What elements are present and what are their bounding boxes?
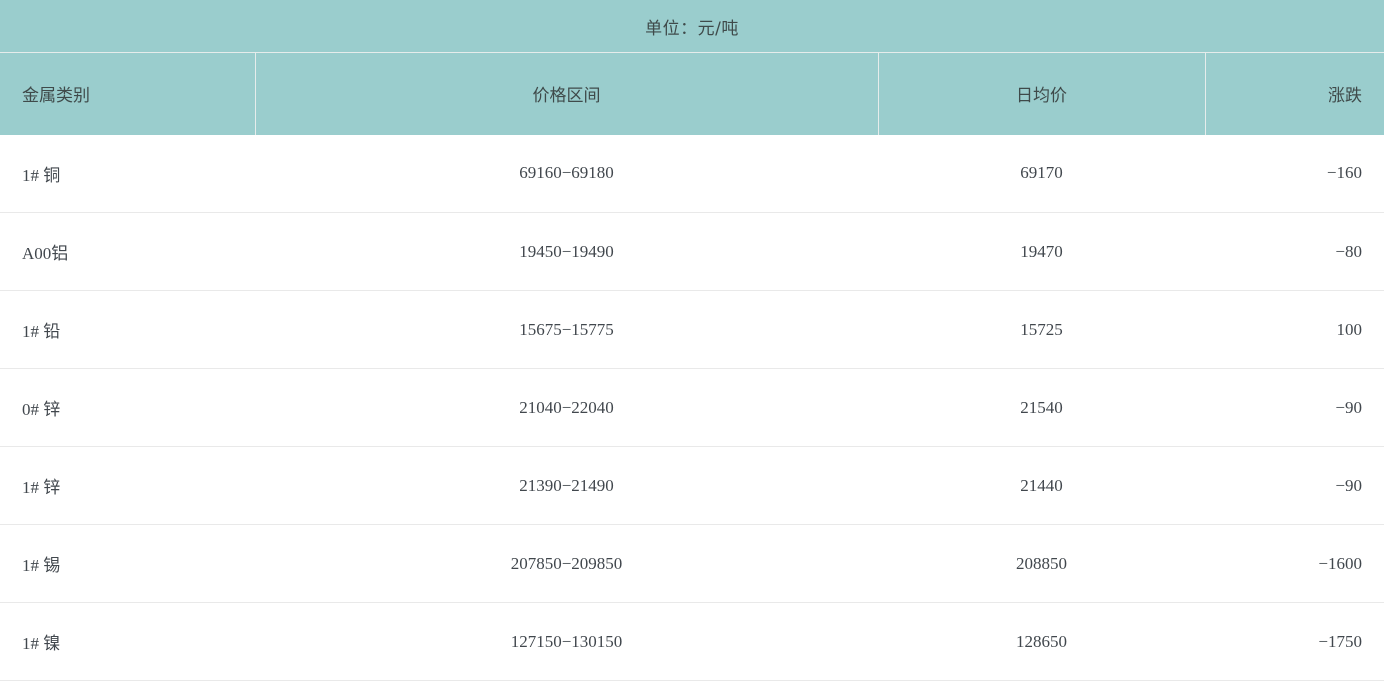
cell-avg: 15725 [878,290,1205,369]
table-row: 1# 锡 207850−209850 208850 −1600 [0,524,1384,603]
cell-metal: A00铝 [0,212,255,291]
cell-range: 19450−19490 [255,212,878,291]
cell-avg: 128650 [878,602,1205,681]
cell-change: −90 [1205,368,1384,447]
unit-caption-band: 单位：元/吨 [0,0,1384,52]
cell-avg: 69170 [878,134,1205,213]
column-header-range[interactable]: 价格区间 [255,52,879,135]
cell-metal: 1# 铅 [0,290,255,369]
cell-range: 69160−69180 [255,134,878,213]
cell-avg: 208850 [878,524,1205,603]
cell-metal: 1# 铜 [0,134,255,213]
table-row: 0# 锌 21040−22040 21540 −90 [0,368,1384,447]
cell-range: 207850−209850 [255,524,878,603]
column-header-metal[interactable]: 金属类别 [0,52,256,135]
table-row: 1# 铅 15675−15775 15725 100 [0,290,1384,369]
metal-price-table: 金属类别 价格区间 日均价 涨跌 1# 铜 69160−69180 69170 −16… [0,52,1384,681]
cell-metal: 1# 锡 [0,524,255,603]
cell-change: −160 [1205,134,1384,213]
cell-range: 21040−22040 [255,368,878,447]
table-body: 1# 铜 69160−69180 69170 −160 A00铝 19450−19490 1… [0,134,1384,681]
cell-change: −1600 [1205,524,1384,603]
unit-caption-label: 单位：元/吨 [645,18,739,39]
table-row: 1# 铜 69160−69180 69170 −160 [0,134,1384,213]
table-row: 1# 镍 127150−130150 128650 −1750 [0,602,1384,681]
table-header: 金属类别 价格区间 日均价 涨跌 [0,52,1384,135]
cell-range: 21390−21490 [255,446,878,525]
table-header-row: 金属类别 价格区间 日均价 涨跌 [0,52,1384,135]
table-row: A00铝 19450−19490 19470 −80 [0,212,1384,291]
cell-metal: 0# 锌 [0,368,255,447]
column-header-avg[interactable]: 日均价 [878,52,1206,135]
cell-range: 15675−15775 [255,290,878,369]
cell-change: −80 [1205,212,1384,291]
cell-range: 127150−130150 [255,602,878,681]
cell-metal: 1# 镍 [0,602,255,681]
column-header-change[interactable]: 涨跌 [1205,52,1384,135]
cell-avg: 21540 [878,368,1205,447]
cell-metal: 1# 锌 [0,446,255,525]
cell-avg: 19470 [878,212,1205,291]
table-row: 1# 锌 21390−21490 21440 −90 [0,446,1384,525]
cell-change: −90 [1205,446,1384,525]
cell-change: −1750 [1205,602,1384,681]
cell-avg: 21440 [878,446,1205,525]
cell-change: 100 [1205,290,1384,369]
